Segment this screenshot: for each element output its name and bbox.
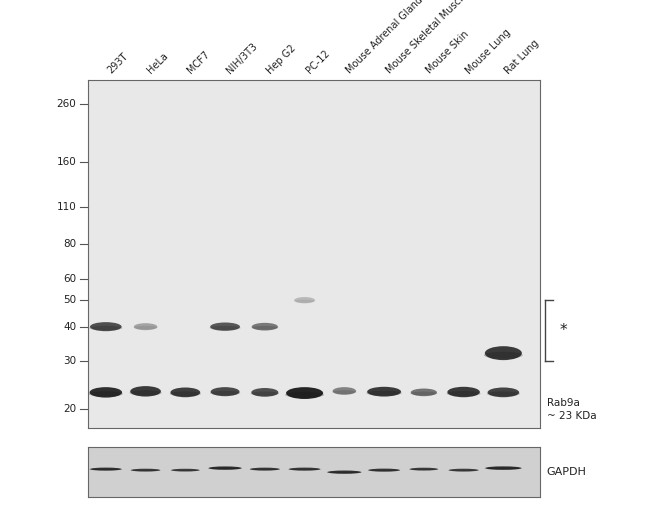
Ellipse shape [326,472,362,473]
Ellipse shape [332,390,357,394]
Ellipse shape [485,346,522,360]
Ellipse shape [288,469,321,470]
Text: Mouse Adrenal Gland: Mouse Adrenal Gland [344,0,425,76]
Ellipse shape [210,322,240,331]
Text: 293T: 293T [106,51,130,76]
Ellipse shape [289,468,320,471]
Ellipse shape [486,467,521,470]
Ellipse shape [170,470,200,471]
Ellipse shape [89,469,122,470]
Ellipse shape [294,300,315,303]
Ellipse shape [448,470,479,471]
Ellipse shape [170,387,200,397]
Ellipse shape [209,326,240,330]
Ellipse shape [447,387,480,397]
Text: 60: 60 [63,273,77,284]
Ellipse shape [251,326,279,330]
Ellipse shape [410,468,438,470]
Ellipse shape [333,387,356,395]
Text: *: * [560,323,567,338]
Text: Mouse Skeletal Muscle: Mouse Skeletal Muscle [384,0,469,76]
Text: 40: 40 [63,322,77,331]
Text: GAPDH: GAPDH [546,467,586,477]
Text: HeLa: HeLa [146,51,170,76]
Ellipse shape [208,468,242,469]
Ellipse shape [90,387,122,397]
Ellipse shape [367,470,400,471]
Text: PC-12: PC-12 [305,48,332,76]
Ellipse shape [367,387,401,396]
Ellipse shape [249,469,281,470]
Ellipse shape [410,392,437,395]
Ellipse shape [211,387,240,396]
Text: 110: 110 [57,202,77,212]
Ellipse shape [409,469,439,470]
Text: 30: 30 [63,356,77,366]
Text: Mouse Skin: Mouse Skin [424,29,470,76]
Text: Mouse Lung: Mouse Lung [463,27,512,76]
Ellipse shape [171,469,200,471]
Ellipse shape [252,323,278,330]
Ellipse shape [487,392,520,396]
Ellipse shape [367,390,402,396]
Ellipse shape [294,297,315,303]
Ellipse shape [131,469,161,471]
Text: 80: 80 [63,239,77,250]
Ellipse shape [488,387,519,397]
Text: 260: 260 [57,99,77,110]
Ellipse shape [134,323,157,330]
Text: 160: 160 [57,157,77,167]
Ellipse shape [411,388,437,396]
Ellipse shape [89,392,123,396]
Ellipse shape [251,392,279,396]
Ellipse shape [209,467,242,470]
Text: 50: 50 [63,295,77,305]
Ellipse shape [210,391,240,395]
Ellipse shape [252,388,278,397]
Ellipse shape [170,392,201,396]
Text: Hep G2: Hep G2 [265,43,298,76]
Ellipse shape [484,468,523,469]
Ellipse shape [328,470,361,474]
Ellipse shape [90,468,122,471]
Ellipse shape [89,326,122,330]
Ellipse shape [448,469,478,471]
Ellipse shape [90,322,122,331]
Text: Rab9a
~ 23 KDa: Rab9a ~ 23 KDa [547,397,597,421]
Ellipse shape [285,392,324,398]
Ellipse shape [250,468,280,471]
Text: Rat Lung: Rat Lung [503,38,541,76]
Text: 20: 20 [63,404,77,414]
Text: MCF7: MCF7 [185,49,212,76]
Ellipse shape [130,386,161,396]
Ellipse shape [130,470,161,471]
Text: NIH/3T3: NIH/3T3 [225,41,260,76]
Ellipse shape [286,387,323,399]
Ellipse shape [447,391,481,396]
Ellipse shape [129,390,162,395]
Ellipse shape [133,326,158,329]
Ellipse shape [369,469,400,472]
Ellipse shape [484,352,523,359]
